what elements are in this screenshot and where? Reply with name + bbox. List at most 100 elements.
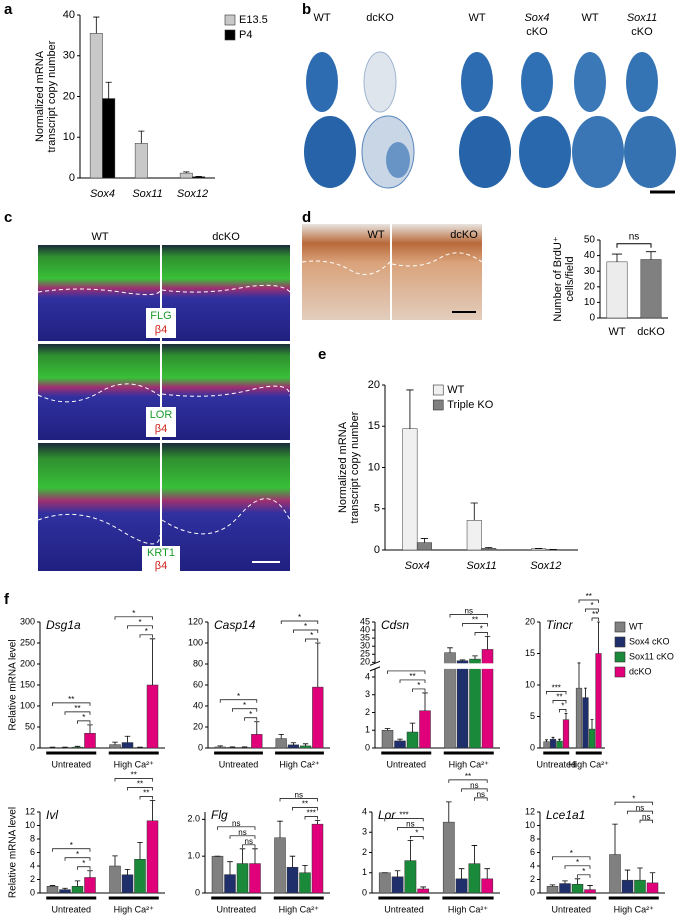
x-tick-label: High Ca²⁺	[449, 759, 490, 769]
sig-label: *	[70, 841, 73, 850]
error-bar	[217, 745, 223, 747]
legend-swatch	[224, 29, 236, 41]
sig-bracket	[387, 670, 426, 674]
y-tick-label: 30	[63, 50, 75, 62]
sig-label: *	[310, 631, 313, 640]
y-tick-label: 0	[195, 887, 200, 897]
sig-label: **	[465, 772, 471, 781]
sig-label: ***	[307, 809, 316, 818]
error-bar	[590, 719, 594, 730]
y-tick-label: 25	[360, 649, 370, 659]
bar	[109, 744, 121, 749]
error-bar	[472, 655, 478, 660]
y-tick-label: 8	[30, 833, 35, 843]
y-tick-label: 4	[30, 860, 35, 870]
sig-bracket	[305, 638, 319, 642]
y-tick-label: 20	[63, 90, 75, 102]
chart-title: Tincr	[546, 618, 574, 632]
y-tick-label: 0	[198, 742, 203, 752]
y-tick-label: 30	[584, 266, 596, 277]
sig-bracket	[229, 835, 256, 839]
bar	[134, 859, 146, 894]
bar	[121, 742, 134, 749]
sig-label: *	[632, 794, 635, 803]
y-tick-label: 60	[193, 679, 203, 689]
chart-title: Lce1a1	[546, 808, 585, 822]
sig-label: **	[131, 771, 137, 780]
error-bar	[112, 855, 118, 866]
legend-swatch	[614, 621, 626, 633]
bar	[71, 886, 84, 894]
legend-label: WT	[629, 621, 643, 631]
y-tick-label: 40	[360, 624, 370, 634]
bar	[249, 863, 261, 894]
error-bar	[645, 251, 657, 260]
photo-label: dcKO	[366, 12, 394, 24]
y-tick-label: 12	[25, 806, 35, 816]
y-tick-label: 40	[193, 700, 203, 710]
bar	[582, 697, 589, 749]
legend-label: P4	[239, 29, 252, 41]
legend-swatch	[614, 636, 626, 648]
x-tick-label: High Ca²⁺	[279, 904, 320, 914]
legend-swatch	[224, 14, 236, 26]
sig-label: *	[243, 701, 246, 710]
y-tick-label: 250	[20, 637, 35, 647]
bar	[226, 747, 239, 749]
sig-bracket	[232, 708, 258, 712]
y-tick-label: 2	[30, 874, 35, 884]
sig-label: ns	[465, 607, 473, 616]
y-tick-label: 50	[25, 721, 35, 731]
bar	[46, 886, 59, 894]
error-bar	[407, 839, 414, 861]
y-axis-label: Normalized mRNA	[34, 50, 46, 142]
sig-bracket	[219, 699, 258, 703]
x-tick-label: Sox4	[90, 188, 115, 200]
bar	[595, 653, 602, 749]
bar	[588, 728, 596, 749]
sig-label: ns	[470, 781, 478, 790]
y-tick-label: 5	[374, 503, 380, 515]
sig-bracket	[627, 810, 653, 815]
sig-label: *	[138, 618, 141, 627]
y-tick-label: 100	[20, 700, 35, 710]
chart-title: Ivl	[46, 808, 58, 822]
error-bar	[422, 692, 428, 711]
x-tick-label: Untreated	[216, 904, 256, 914]
y-tick-label: 2	[362, 847, 367, 857]
error-bar	[278, 733, 284, 739]
stain-label: FLG	[150, 310, 171, 322]
sig-label: **	[302, 800, 308, 809]
photo-label: WT	[313, 12, 330, 24]
bar	[287, 744, 300, 749]
photo-label: cKO	[526, 26, 548, 38]
bar	[214, 746, 226, 749]
error-bar	[549, 884, 556, 887]
legend-swatch	[614, 666, 626, 678]
y-axis-label: cells/field	[564, 256, 576, 301]
y-tick-label: 0	[530, 742, 535, 752]
y-tick-label: 15	[525, 648, 535, 658]
y-axis-label: transcript copy number	[46, 40, 58, 152]
sig-bracket	[552, 856, 591, 860]
error-bar	[149, 800, 156, 821]
bar	[562, 719, 570, 749]
bar	[312, 686, 324, 749]
y-tick-label: 20	[360, 657, 370, 667]
y-tick-label: 2	[365, 707, 370, 717]
bar	[556, 740, 563, 749]
stain-label: KRT1	[147, 547, 175, 559]
y-tick-label: 0	[365, 742, 370, 752]
bar	[84, 733, 96, 749]
bar	[455, 878, 468, 894]
y-tick-label: 12	[525, 806, 535, 816]
panel-label: b	[302, 1, 311, 18]
y-tick-label: 10	[368, 461, 380, 473]
legend-label: Sox4 cKO	[629, 636, 670, 646]
x-tick-label: Sox12	[530, 560, 561, 572]
error-bar	[394, 870, 401, 877]
embryo-photos	[304, 51, 676, 194]
error-bar	[597, 621, 600, 654]
error-bar	[574, 878, 581, 885]
bar	[469, 658, 481, 749]
